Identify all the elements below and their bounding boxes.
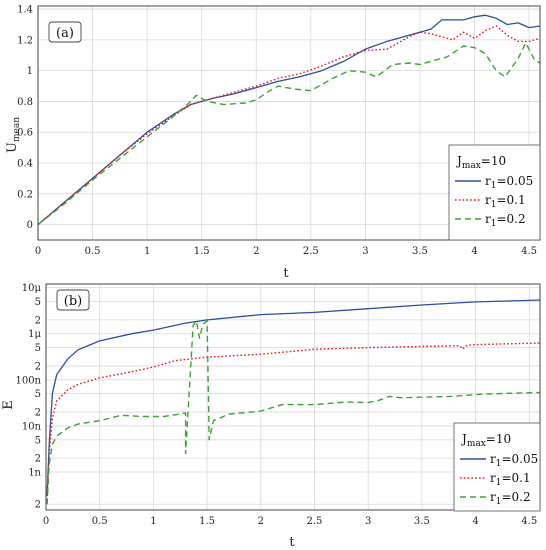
panel-a-x-tick-label: 2 (253, 246, 259, 257)
panel-a-y-axis-label: Umean (5, 117, 22, 153)
panel-a-series-line-3 (37, 42, 541, 226)
panel-a-legend-entry-2: r1=0.1 (485, 193, 526, 210)
panel-b-y-tick-label: 100n (15, 375, 41, 386)
panel-b-y-ticks: 2 1n 2 5 10n 2 5 100n 2 5 1μ 2 5 10μ (15, 283, 41, 511)
panel-a-x-axis-label: t (283, 266, 289, 281)
panel-b-y-axis-label: E (1, 400, 16, 410)
panel-a-series (37, 14, 541, 226)
panel-a-frame (37, 5, 541, 241)
panel-b-label: (b) (64, 294, 82, 309)
panel-b-y-tick-label: 5 (35, 389, 41, 400)
panel-a-x-tick-label: 0.5 (85, 246, 101, 257)
panel-a-y-ticks: 0 0.2 0.4 0.6 0.8 1 1.2 1.4 (17, 5, 33, 232)
panel-b-legend: Jmax=10 r1=0.05 r1=0.1 r1=0.2 (453, 422, 541, 512)
panel-a-label: (a) (56, 26, 74, 41)
panel-a-y-tick-label: 1 (27, 66, 33, 77)
panel-b-y-tick-label: 1n (28, 468, 41, 479)
panel-b-x-tick-label: 1.5 (199, 516, 215, 527)
panel-b-x-ticks: 0 0.5 1 1.5 2 2.5 3 3.5 4 4.5 (43, 516, 537, 527)
panel-b-x-tick-label: 4 (472, 516, 478, 527)
panel-b-y-tick-label: 2 (35, 315, 41, 326)
panel-a-y-tick-label: 0.6 (17, 128, 33, 139)
panel-b-legend-entry-2: r1=0.1 (490, 471, 531, 488)
panel-b-legend-entry-3: r1=0.2 (490, 490, 531, 507)
panel-b-x-tick-label: 0.5 (92, 516, 108, 527)
panel-b-legend-box (453, 422, 541, 512)
panel-a-y-tick-label: 0 (27, 220, 33, 231)
panel-a-series-line-1 (37, 14, 541, 226)
panel-a-x-tick-label: 1 (144, 246, 150, 257)
panel-a-x-ticks: 0 0.5 1 1.5 2 2.5 3 3.5 4 4.5 (35, 246, 537, 257)
panel-b-x-tick-label: 2.5 (307, 516, 323, 527)
panel-b-legend-title: Jmax=10 (460, 432, 511, 449)
panel-a-y-axis-label-main: U (5, 142, 20, 153)
panel-a-y-tick-label: 0.2 (17, 189, 33, 200)
panel-b-frame (45, 283, 541, 511)
panel-b-x-tick-label: 4.5 (521, 516, 537, 527)
panel-a-y-tick-label: 0.8 (17, 97, 33, 108)
panel-a-x-tick-label: 4.5 (521, 246, 537, 257)
panel-b-y-tick-label: 2 (35, 454, 41, 465)
panel-b-y-tick-label: 2 (35, 361, 41, 372)
panel-b-y-tick-label: 2 (35, 500, 41, 511)
panel-b-y-tick-label: 10n (22, 421, 42, 432)
panel-a-x-tick-label: 3.5 (412, 246, 428, 257)
panel-b-x-tick-label: 0 (43, 516, 49, 527)
panel-a-legend-title: Jmax=10 (455, 154, 506, 171)
panel-a-x-tick-label: 2.5 (303, 246, 319, 257)
panel-b-y-tick-label: 5 (35, 435, 41, 446)
panel-b: 0 0.5 1 1.5 2 2.5 3 3.5 4 4.5 21n2510n25100n251μ2… (1, 283, 541, 550)
panel-a-y-axis-label-sub: mean (12, 117, 22, 142)
panel-a-y-tick-label: 1.4 (17, 5, 33, 16)
panel-b-x-tick-label: 3 (365, 516, 371, 527)
panel-b-y-tick-label: 10μ (22, 283, 42, 294)
panel-a-x-tick-label: 0 (35, 246, 41, 257)
panel-a-y-tick-label: 1.2 (17, 35, 33, 46)
panel-b-series (46, 299, 541, 505)
panel-a-label-box (48, 21, 82, 43)
panel-a-legend: Jmax=10 r1=0.05 r1=0.1 r1=0.2 (448, 144, 541, 241)
panel-a-legend-box (448, 144, 541, 241)
panel-a-y-tick-label: 0.4 (17, 159, 33, 170)
panel-b-label-box (56, 289, 90, 311)
panel-b-y-tick-label: 1μ (28, 329, 41, 340)
panel-b-x-tick-label: 3.5 (414, 516, 430, 527)
panel-b-y-tick-label: 5 (35, 297, 41, 308)
panel-b-x-tick-label: 2 (258, 516, 264, 527)
panel-a-series-line-2 (37, 25, 541, 226)
panel-b-y-tick-label: 2 (35, 408, 41, 419)
panel-b-x-tick-label: 1 (150, 516, 156, 527)
panel-a-x-tick-label: 1.5 (194, 246, 210, 257)
panel-b-series-line-1 (46, 299, 541, 497)
panel-b-y-tick-label: 5 (35, 343, 41, 354)
panel-b-x-axis-label: t (289, 535, 295, 550)
panel-a-legend-entry-3: r1=0.2 (485, 212, 526, 229)
panel-b-series-line-3 (46, 320, 541, 505)
panel-a-x-tick-label: 4 (471, 246, 477, 257)
panel-a-x-tick-label: 3 (362, 246, 368, 257)
panel-a: 0 0.5 1 1.5 2 2.5 3 3.5 4 4.5 0 0.2 0.4 0.6 0.8 1 1.2 1.… (5, 5, 541, 281)
panel-b-legend-entry-1: r1=0.05 (490, 452, 538, 469)
panel-a-legend-entry-1: r1=0.05 (485, 174, 533, 191)
